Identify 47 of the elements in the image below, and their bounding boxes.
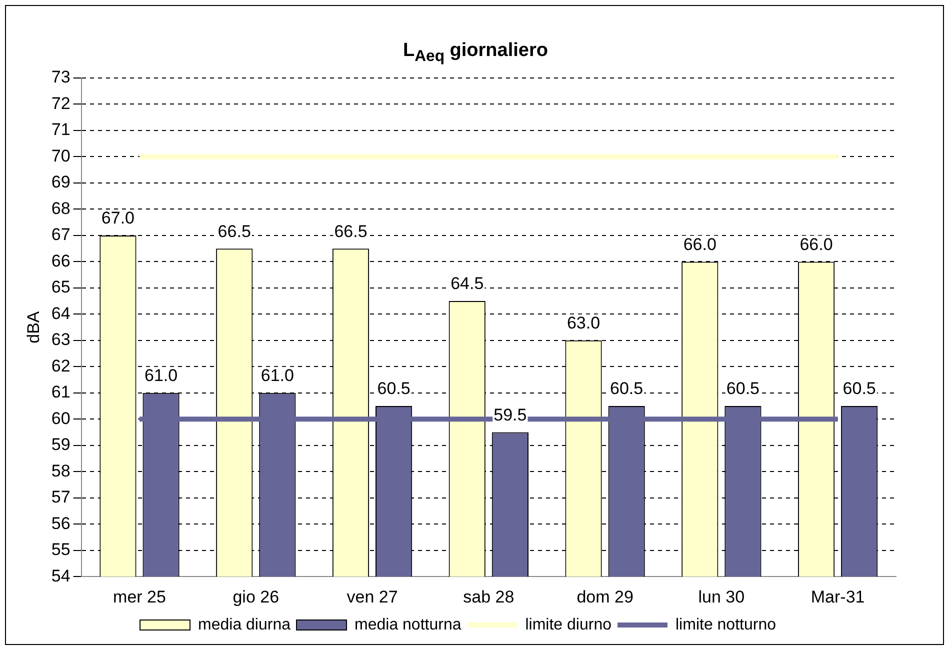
y-tick-label: 56	[51, 514, 70, 533]
y-tick-label: 62	[51, 356, 70, 376]
y-tick-label: 69	[51, 172, 70, 192]
legend-label: limite notturno	[676, 616, 776, 634]
data-label: 60.5	[610, 379, 644, 398]
legend-label: media notturna	[354, 616, 462, 634]
y-tick-label: 70	[51, 146, 70, 166]
y-tick-label: 66	[51, 251, 70, 270]
data-label: 66.5	[218, 222, 251, 241]
y-tick-label: 54	[51, 566, 70, 586]
y-tick-label: 55	[51, 540, 70, 560]
x-tick-label: mer 25	[113, 587, 166, 606]
x-tick-label: gio 26	[232, 587, 280, 606]
data-label: 60.5	[377, 379, 410, 398]
data-label: 66.0	[683, 234, 716, 254]
data-label: 61.0	[144, 366, 178, 386]
y-tick-label: 67	[51, 225, 70, 244]
y-tick-label: 65	[51, 278, 70, 297]
x-tick-label: lun 30	[698, 587, 745, 606]
data-label: 59.5	[494, 405, 527, 424]
data-label: 67.0	[101, 208, 135, 228]
data-label: 61.0	[260, 366, 294, 386]
data-label: 66.5	[334, 222, 368, 241]
y-tick-label: 64	[51, 304, 70, 323]
data-label: 66.0	[800, 234, 833, 254]
x-tick-label: ven 27	[346, 587, 398, 606]
data-label: 60.5	[842, 379, 876, 398]
chart-title: L$_{Aeq}$ giornaliero	[402, 40, 549, 66]
y-axis-title: dBA	[24, 310, 43, 344]
y-tick-label: 58	[51, 461, 70, 480]
legend-label: media diurna	[198, 616, 291, 634]
data-label: 63.0	[566, 314, 600, 333]
y-tick-label: 72	[51, 94, 70, 113]
y-tick-label: 60	[51, 408, 70, 428]
x-tick-label: sab 28	[463, 587, 514, 606]
y-tick-label: 61	[51, 382, 70, 402]
y-tick-label: 59	[51, 435, 70, 454]
y-tick-label: 68	[51, 198, 70, 218]
y-tick-label: 57	[51, 488, 70, 507]
legend-label: limite diurno	[525, 616, 612, 634]
data-label: 64.5	[450, 274, 484, 294]
data-label: 60.5	[726, 379, 760, 398]
y-tick-label: 63	[51, 330, 70, 350]
y-tick-label: 73	[51, 68, 70, 87]
y-tick-label: 71	[51, 120, 70, 140]
x-tick-label: dom 29	[576, 587, 634, 606]
x-tick-label: Mar-31	[810, 587, 865, 606]
